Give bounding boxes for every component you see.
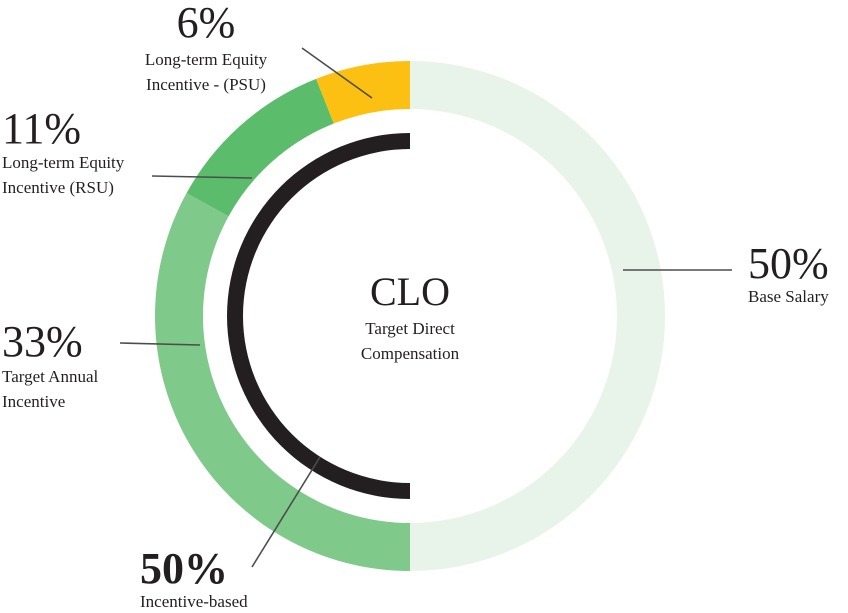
center-title: CLO (370, 269, 450, 314)
rsu-label-line-1: Long-term Equity (2, 153, 125, 172)
slice-target-annual-incentive (154, 193, 410, 571)
rsu-label-line-2: Incentive (RSU) (2, 178, 114, 197)
inner-arc-layer (227, 133, 410, 499)
base-salary-label: Base Salary (748, 287, 829, 306)
inner-arc-incentive-based (227, 133, 410, 499)
psu-label-line-1: Long-term Equity (145, 50, 268, 69)
slice-long-term-equity-incentive-rsu (186, 78, 334, 217)
leader-line-target-annual (119, 342, 201, 346)
rsu-percent: 11% (2, 104, 81, 153)
target-annual-label-line-1: Target Annual (2, 367, 98, 386)
center-subtitle-line-2: Compensation (361, 344, 460, 363)
leader-line-incentive-based (251, 456, 321, 568)
slice-base-salary (410, 61, 665, 571)
target-annual-label-line-2: Incentive (2, 392, 65, 411)
psu-label-line-2: Incentive - (PSU) (146, 75, 266, 94)
base-salary-percent: 50% (748, 239, 829, 288)
target-annual-percent: 33% (2, 317, 83, 366)
center-subtitle-line-1: Target Direct (365, 319, 455, 338)
psu-percent: 6% (177, 0, 236, 47)
incentive-based-label: Incentive-based (140, 592, 248, 611)
incentive-based-percent: 50% (140, 544, 228, 593)
leader-line-rsu (151, 175, 253, 179)
leader-line-psu (301, 47, 373, 99)
